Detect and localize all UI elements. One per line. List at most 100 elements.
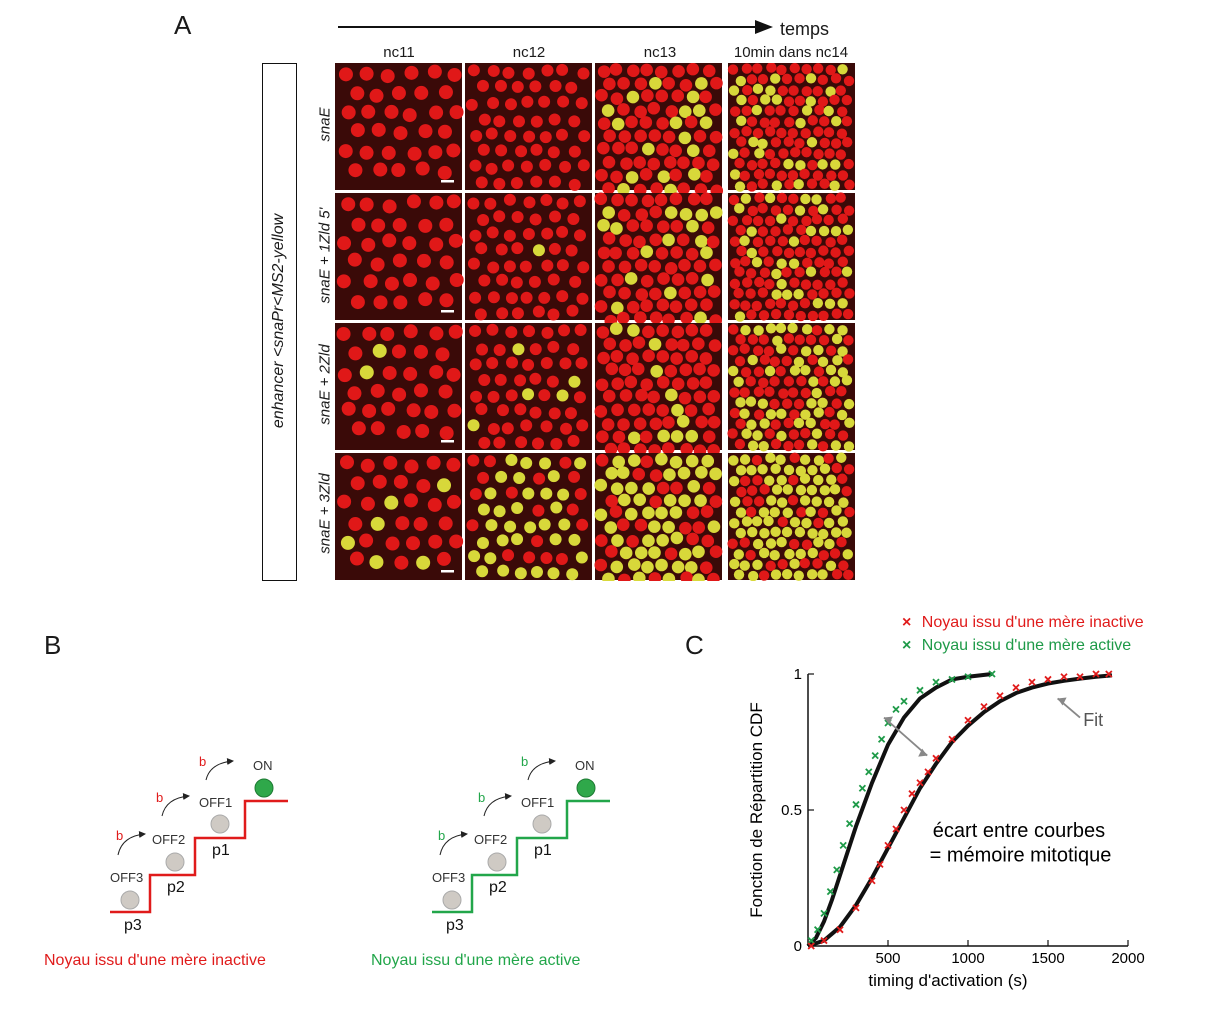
nucleus bbox=[656, 375, 670, 389]
nucleus bbox=[609, 505, 623, 518]
nucleus bbox=[603, 285, 616, 299]
nucleus bbox=[842, 354, 854, 365]
active-nucleus bbox=[765, 85, 776, 96]
active-nucleus bbox=[793, 356, 805, 368]
nucleus bbox=[529, 343, 542, 356]
state-off1-label: OFF1 bbox=[521, 795, 554, 810]
rate-b-3: b bbox=[199, 754, 206, 769]
nucleus bbox=[783, 376, 795, 387]
nucleus bbox=[429, 326, 444, 341]
active-nucleus bbox=[770, 463, 781, 474]
nucleus bbox=[416, 253, 431, 268]
state-off3-circle bbox=[120, 890, 140, 910]
active-nucleus bbox=[793, 417, 805, 429]
fit-arrowhead bbox=[1057, 697, 1067, 706]
active-nucleus bbox=[765, 323, 777, 334]
nucleus bbox=[446, 494, 461, 509]
nucleus bbox=[594, 558, 608, 572]
active-nucleus bbox=[496, 534, 509, 547]
nucleus bbox=[824, 148, 835, 159]
active-nucleus bbox=[495, 470, 508, 483]
active-nucleus bbox=[776, 258, 787, 269]
nucleus bbox=[618, 573, 631, 581]
nucleus bbox=[764, 126, 776, 137]
nucleus bbox=[371, 122, 386, 137]
data-point bbox=[996, 692, 1004, 700]
nucleus bbox=[363, 274, 378, 289]
column-header-nc13: nc13 bbox=[643, 44, 677, 61]
column-header-nc14: 10min dans nc14 bbox=[733, 44, 849, 61]
active-nucleus bbox=[831, 505, 842, 516]
nucleus bbox=[736, 245, 747, 257]
nucleus bbox=[844, 288, 855, 299]
nucleus bbox=[812, 279, 823, 291]
nucleus bbox=[611, 193, 624, 207]
nucleus bbox=[487, 390, 500, 403]
active-nucleus bbox=[836, 452, 847, 463]
nucleus bbox=[341, 197, 356, 212]
data-point bbox=[877, 735, 886, 743]
nucleus bbox=[819, 418, 831, 430]
active-nucleus bbox=[837, 346, 848, 357]
active-nucleus bbox=[771, 94, 783, 105]
nucleus bbox=[739, 170, 751, 182]
nucleus bbox=[429, 364, 444, 379]
active-nucleus bbox=[789, 516, 801, 528]
active-nucleus bbox=[795, 117, 806, 129]
active-nucleus bbox=[770, 73, 781, 84]
active-nucleus bbox=[657, 170, 671, 183]
nucleus bbox=[549, 79, 562, 92]
nucleus bbox=[685, 247, 699, 261]
nucleus bbox=[709, 258, 722, 272]
nucleus bbox=[676, 233, 690, 247]
nucleus bbox=[605, 494, 619, 508]
active-nucleus bbox=[745, 396, 757, 407]
nucleus bbox=[447, 67, 462, 82]
active-nucleus bbox=[728, 85, 740, 96]
nucleus bbox=[801, 86, 812, 97]
nucleus bbox=[775, 365, 786, 377]
nucleus bbox=[765, 560, 776, 572]
nucleus bbox=[824, 385, 836, 397]
nucleus bbox=[391, 344, 406, 359]
active-nucleus bbox=[688, 167, 701, 181]
prob-p2: p2 bbox=[489, 879, 507, 896]
nucleus bbox=[823, 214, 834, 226]
nucleus bbox=[813, 366, 825, 377]
nucleus bbox=[787, 387, 799, 398]
active-nucleus bbox=[384, 495, 399, 510]
active-nucleus bbox=[612, 455, 625, 469]
nucleus bbox=[728, 324, 739, 335]
nucleus bbox=[597, 117, 611, 130]
nucleus bbox=[757, 226, 769, 237]
nucleus bbox=[817, 96, 829, 107]
nucleus bbox=[396, 424, 411, 439]
active-nucleus bbox=[787, 322, 798, 334]
active-nucleus bbox=[837, 367, 849, 378]
nucleus bbox=[741, 126, 752, 137]
nucleus bbox=[843, 245, 855, 256]
active-nucleus bbox=[664, 206, 678, 219]
active-nucleus bbox=[663, 468, 676, 481]
nucleus bbox=[811, 325, 823, 336]
data-point bbox=[807, 942, 815, 950]
nucleus bbox=[634, 258, 648, 272]
data-point bbox=[1092, 670, 1100, 678]
active-nucleus bbox=[524, 521, 537, 534]
active-nucleus bbox=[686, 219, 699, 233]
nucleus bbox=[631, 362, 645, 376]
nucleus bbox=[837, 473, 848, 484]
nucleus bbox=[476, 343, 489, 356]
active-nucleus bbox=[699, 116, 713, 129]
nucleus bbox=[671, 377, 685, 391]
active-nucleus bbox=[678, 105, 692, 118]
nucleus bbox=[784, 179, 795, 190]
nucleus bbox=[837, 256, 848, 267]
nucleus bbox=[693, 129, 707, 143]
nucleus bbox=[449, 105, 464, 120]
nucleus bbox=[402, 236, 417, 251]
nucleus bbox=[837, 106, 848, 117]
active-nucleus bbox=[747, 440, 759, 451]
nucleus bbox=[817, 376, 829, 387]
nucleus bbox=[787, 494, 799, 506]
